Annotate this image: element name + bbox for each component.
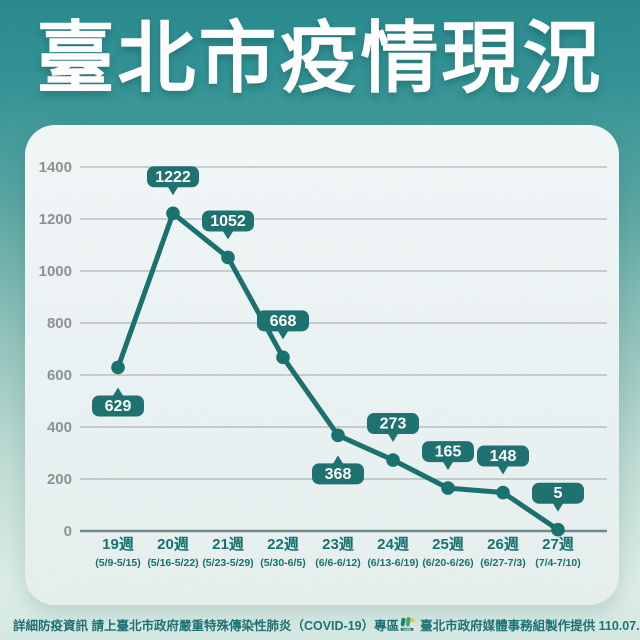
svg-text:1052: 1052 xyxy=(210,213,246,230)
svg-text:26週: 26週 xyxy=(487,536,519,553)
svg-text:21週: 21週 xyxy=(212,536,244,553)
svg-text:1000: 1000 xyxy=(39,263,72,280)
svg-text:(7/4-7/10): (7/4-7/10) xyxy=(535,557,581,569)
svg-text:165: 165 xyxy=(435,444,462,461)
svg-text:(6/20-6/26): (6/20-6/26) xyxy=(422,557,473,569)
svg-text:600: 600 xyxy=(47,367,72,384)
svg-text:24週: 24週 xyxy=(377,536,409,553)
svg-text:629: 629 xyxy=(105,398,132,415)
footer-credit-text: 臺北市政府媒體事務組製作提供 110.07.07 xyxy=(420,618,640,633)
footer-info-text: 詳細防疫資訊 請上臺北市政府嚴重特殊傳染性肺炎（COVID-19）專區 xyxy=(13,618,400,633)
svg-text:(5/9-5/15): (5/9-5/15) xyxy=(95,557,141,569)
svg-text:200: 200 xyxy=(47,471,72,488)
svg-text:1200: 1200 xyxy=(39,211,72,228)
svg-text:TAIPEI: TAIPEI xyxy=(403,627,412,631)
footer: 詳細防疫資訊 請上臺北市政府嚴重特殊傳染性肺炎（COVID-19）專區 TAIP… xyxy=(0,613,640,635)
footer-credit-group: TAIPEI 臺北市政府媒體事務組製作提供 110.07.07 xyxy=(399,615,640,634)
taipei-logo-icon: TAIPEI xyxy=(400,616,415,631)
svg-text:368: 368 xyxy=(325,466,352,483)
svg-text:5: 5 xyxy=(554,485,563,502)
svg-text:273: 273 xyxy=(380,416,407,433)
svg-text:400: 400 xyxy=(47,419,72,436)
svg-text:668: 668 xyxy=(270,313,297,330)
svg-text:25週: 25週 xyxy=(432,536,464,553)
svg-text:23週: 23週 xyxy=(322,536,354,553)
svg-text:1400: 1400 xyxy=(39,159,72,176)
svg-text:148: 148 xyxy=(490,448,517,465)
svg-text:27週: 27週 xyxy=(542,536,574,553)
svg-text:(6/6-6/12): (6/6-6/12) xyxy=(315,557,361,569)
svg-text:1222: 1222 xyxy=(155,169,191,186)
svg-text:(6/13-6/19): (6/13-6/19) xyxy=(367,557,418,569)
svg-text:(5/30-6/5): (5/30-6/5) xyxy=(260,557,306,569)
svg-text:22週: 22週 xyxy=(267,536,299,553)
svg-text:800: 800 xyxy=(47,315,72,332)
svg-text:20週: 20週 xyxy=(157,536,189,553)
covid-weekly-line-chart: 0 200 400 600 800 1000 1200 1400 19週 (5/9-5/15) 20… xyxy=(39,159,607,569)
svg-text:19週: 19週 xyxy=(102,536,134,553)
svg-text:(5/16-5/22): (5/16-5/22) xyxy=(147,557,198,569)
svg-text:(6/27-7/3): (6/27-7/3) xyxy=(480,557,526,569)
svg-text:(5/23-5/29): (5/23-5/29) xyxy=(202,557,253,569)
svg-text:0: 0 xyxy=(64,523,72,540)
chart-card: 0 200 400 600 800 1000 1200 1400 19週 (5/9-5/15) 20… xyxy=(25,125,619,605)
page-title: 臺北市疫情現況 xyxy=(36,14,604,102)
